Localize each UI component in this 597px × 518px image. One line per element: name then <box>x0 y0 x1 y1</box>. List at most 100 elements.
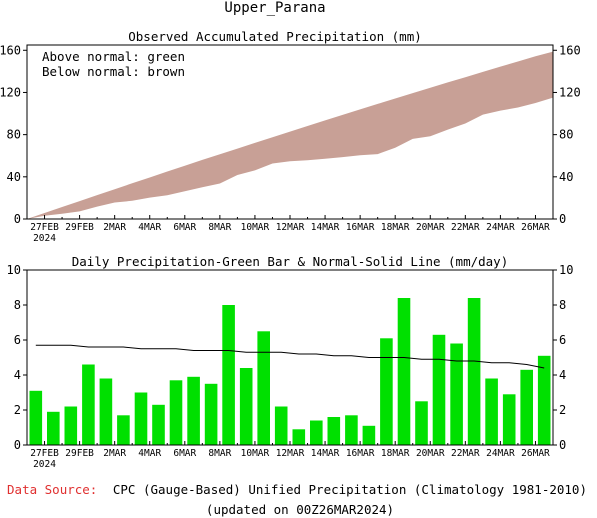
daily-bar <box>134 392 148 445</box>
daily-xtick-label: 8MAR <box>208 448 231 459</box>
accum-ytick-label-left: 40 <box>7 170 21 184</box>
footer-source: Data Source: CPC (Gauge-Based) Unified P… <box>7 482 587 497</box>
accum-xtick-label: 16MAR <box>346 222 375 233</box>
daily-bar <box>204 383 218 446</box>
accum-ytick-label-left: 120 <box>0 85 21 99</box>
accum-chart: Observed Accumulated Precipitation (mm) … <box>0 29 581 244</box>
accum-xtick-label: 4MAR <box>138 222 161 233</box>
footer-updated: (updated on 00Z26MAR2024) <box>206 502 394 517</box>
daily-bar <box>485 378 498 445</box>
daily-ytick-label-right: 10 <box>559 263 573 277</box>
accum-below-normal-area <box>27 51 553 219</box>
daily-normal-line-layer <box>35 344 545 369</box>
daily-ytick-label-left: 2 <box>14 403 21 417</box>
accum-y-axis: 0 0 40 40 80 80 120 120 160 160 <box>0 43 581 226</box>
daily-y-axis: 0 0 2 2 4 4 6 6 8 8 10 10 <box>7 263 574 452</box>
footer-source-text: CPC (Gauge-Based) Unified Precipitation … <box>113 482 587 497</box>
daily-xtick-label: 14MAR <box>311 448 340 459</box>
accum-ytick-label-right: 120 <box>559 85 581 99</box>
accum-xtick-label: 26MAR <box>521 222 550 233</box>
daily-xtick-label: 10MAR <box>241 448 270 459</box>
daily-bar <box>502 394 516 446</box>
accum-ytick-label-right: 40 <box>559 170 573 184</box>
daily-bar <box>152 404 165 446</box>
accum-ytick-label-left: 160 <box>0 43 21 57</box>
accum-xtick-label: 14MAR <box>311 222 340 233</box>
daily-bar <box>380 338 393 446</box>
accum-xtick-label: 18MAR <box>381 222 410 233</box>
daily-xtick-label: 18MAR <box>381 448 410 459</box>
daily-bar <box>432 334 446 446</box>
daily-bar <box>169 380 183 446</box>
accum-ytick-label-right: 0 <box>559 212 566 226</box>
accum-ytick-label-right: 160 <box>559 43 581 57</box>
daily-normal-line <box>35 344 545 369</box>
daily-bar <box>537 355 551 446</box>
accum-ytick-label-left: 0 <box>14 212 21 226</box>
daily-ytick-label-left: 4 <box>14 368 21 382</box>
daily-bar <box>520 369 533 446</box>
daily-ytick-label-right: 6 <box>559 333 566 347</box>
daily-ytick-label-right: 4 <box>559 368 566 382</box>
daily-xtick-label: 4MAR <box>138 448 161 459</box>
daily-bar <box>310 420 323 445</box>
accum-x-axis: 27FEB 29FEB 2MAR 4MAR 6MAR 8MAR 10MAR 12MAR 14MA… <box>26 215 554 244</box>
daily-bar <box>362 425 376 446</box>
legend-above-normal: Above normal: green <box>42 49 185 64</box>
daily-x-axis: 27FEB 29FEB 2MAR 4MAR 6MAR 8MAR 10MAR 12MAR 14MA… <box>26 441 554 470</box>
accum-xtick-label: 24MAR <box>486 222 515 233</box>
daily-chart: Daily Precipitation-Green Bar & Normal-S… <box>7 254 574 470</box>
daily-xtick-label: 26MAR <box>521 448 550 459</box>
accum-area-layer <box>27 51 553 219</box>
page-title: Upper_Parana <box>224 0 325 16</box>
daily-bar <box>29 390 43 446</box>
accum-ytick-label-left: 80 <box>7 128 21 142</box>
daily-bar <box>99 378 113 445</box>
legend-below-normal: Below normal: brown <box>42 64 185 79</box>
accum-xtick-label: 2MAR <box>103 222 126 233</box>
daily-xtick-label: 24MAR <box>486 448 515 459</box>
footer-source-label: Data Source: <box>7 482 97 497</box>
daily-bar <box>82 364 95 445</box>
daily-xtick-label: 27FEB <box>30 448 59 459</box>
daily-xtick-label: 12MAR <box>276 448 305 459</box>
daily-ytick-label-right: 8 <box>559 298 566 312</box>
accum-xtick-label: 10MAR <box>241 222 270 233</box>
daily-bar <box>327 417 341 445</box>
daily-bar <box>117 415 130 446</box>
daily-xtick-label: 16MAR <box>346 448 375 459</box>
daily-xtick-label: 22MAR <box>451 448 480 459</box>
accum-chart-title: Observed Accumulated Precipitation (mm) <box>128 29 422 44</box>
accum-ytick-label-right: 80 <box>559 128 573 142</box>
daily-bar <box>467 298 481 445</box>
daily-bar <box>345 415 358 446</box>
daily-bar <box>64 406 78 445</box>
daily-bar <box>397 298 411 445</box>
daily-xtick-label: 20MAR <box>416 448 445 459</box>
accum-xtick-label: 12MAR <box>276 222 305 233</box>
daily-ytick-label-right: 2 <box>559 403 566 417</box>
daily-xtick-year: 2024 <box>33 459 56 470</box>
daily-bar <box>257 331 270 446</box>
daily-bar <box>222 305 235 445</box>
daily-xtick-label: 2MAR <box>103 448 126 459</box>
daily-bar <box>187 376 200 446</box>
daily-bar <box>450 343 463 445</box>
accum-xtick-label: 22MAR <box>451 222 480 233</box>
daily-bar <box>415 401 428 446</box>
daily-xtick-label: 6MAR <box>173 448 196 459</box>
accum-xtick-label: 8MAR <box>208 222 231 233</box>
accum-xtick-label: 6MAR <box>173 222 196 233</box>
daily-bar <box>239 368 253 445</box>
daily-ytick-label-right: 0 <box>559 438 566 452</box>
daily-ytick-label-left: 6 <box>14 333 21 347</box>
daily-chart-title: Daily Precipitation-Green Bar & Normal-S… <box>72 254 509 269</box>
daily-bars-layer <box>29 298 551 446</box>
daily-bar <box>47 411 60 446</box>
daily-ytick-label-left: 10 <box>7 263 21 277</box>
daily-ytick-label-left: 0 <box>14 438 21 452</box>
accum-xtick-year: 2024 <box>33 233 56 244</box>
accum-xtick-label: 29FEB <box>65 222 94 233</box>
accum-xtick-label: 27FEB <box>30 222 59 233</box>
